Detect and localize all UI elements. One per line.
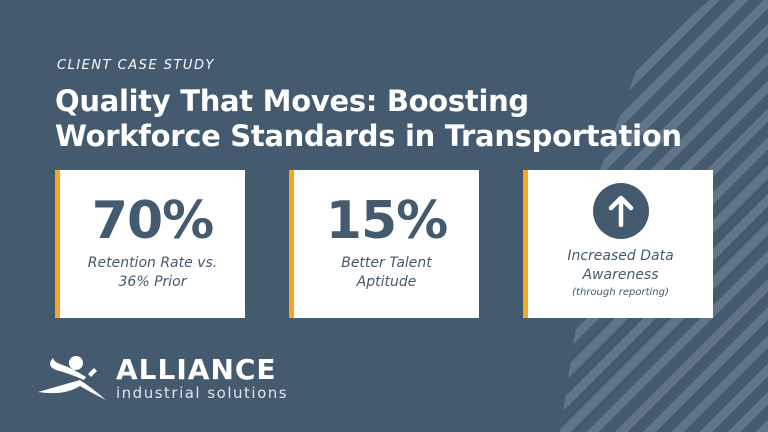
alliance-logo: ALLIANCE industrial solutions	[36, 352, 288, 406]
runner-mascot-icon	[38, 356, 106, 400]
logo-tagline: industrial solutions	[116, 384, 289, 402]
stat-card-data-awareness: Increased Data Awareness (through reporti…	[523, 170, 713, 318]
stat-value: 15%	[325, 191, 448, 251]
stat-note: (through reporting)	[572, 287, 669, 298]
arrow-up-icon	[592, 183, 649, 239]
stat-card-retention: 70% Retention Rate vs. 36% Prior	[55, 170, 245, 318]
stat-label: Better Talent Aptitude	[341, 255, 432, 290]
page-title: Quality That Moves: Boosting Workforce S…	[55, 84, 682, 154]
title-line-2: Workforce Standards in Transportation	[55, 119, 682, 153]
stat-label: Increased Data Awareness	[567, 248, 674, 283]
logo-name: ALLIANCE	[116, 353, 277, 386]
title-line-1: Quality That Moves: Boosting	[55, 84, 529, 118]
stat-value: 70%	[91, 191, 214, 251]
stat-card-aptitude: 15% Better Talent Aptitude	[289, 170, 479, 318]
kicker: CLIENT CASE STUDY	[57, 58, 215, 73]
stat-label: Retention Rate vs. 36% Prior	[87, 255, 218, 290]
